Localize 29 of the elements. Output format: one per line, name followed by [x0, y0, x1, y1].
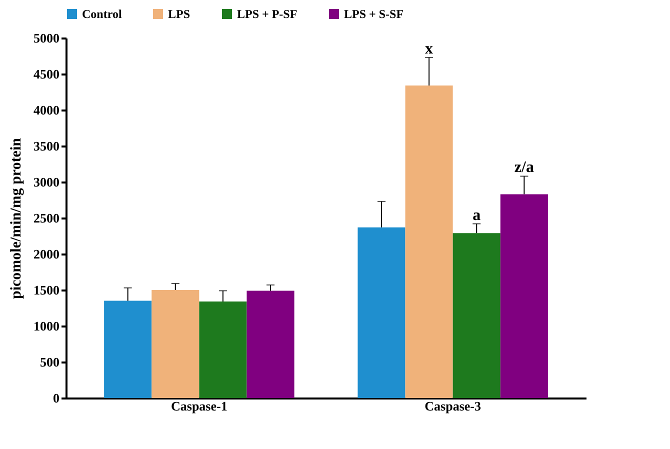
y-tick-label: 0 — [53, 390, 60, 406]
legend-label: LPS + S-SF — [344, 7, 404, 21]
y-axis-title: picomole/min/mg protein — [8, 137, 24, 299]
y-tick-label: 1500 — [34, 282, 60, 298]
annotation: a — [472, 206, 481, 224]
x-tick-label: Caspase-1 — [171, 398, 228, 414]
annotation: x — [425, 40, 434, 58]
x-tick-label: Caspase-3 — [424, 398, 482, 414]
y-tick-label: 2500 — [34, 210, 60, 226]
y-tick-label: 4500 — [34, 66, 60, 82]
y-tick-label: 3000 — [34, 174, 60, 190]
bar — [199, 302, 247, 398]
bar — [405, 86, 453, 398]
bar — [104, 300, 152, 398]
legend-label: Control — [82, 7, 122, 21]
y-tick-label: 500 — [40, 354, 60, 370]
legend-label: LPS + P-SF — [237, 7, 298, 21]
y-tick-label: 5000 — [34, 30, 60, 46]
y-tick-label: 2000 — [34, 246, 60, 262]
y-tick-label: 4000 — [34, 102, 60, 118]
y-tick-label: 3500 — [34, 138, 60, 154]
annotation: z/a — [514, 159, 534, 176]
legend-label: LPS — [168, 7, 190, 21]
bar — [246, 290, 294, 398]
bar — [452, 233, 500, 398]
bar — [500, 194, 548, 398]
bar — [358, 227, 406, 398]
y-tick-label: 1000 — [34, 318, 60, 334]
bar — [152, 290, 200, 398]
